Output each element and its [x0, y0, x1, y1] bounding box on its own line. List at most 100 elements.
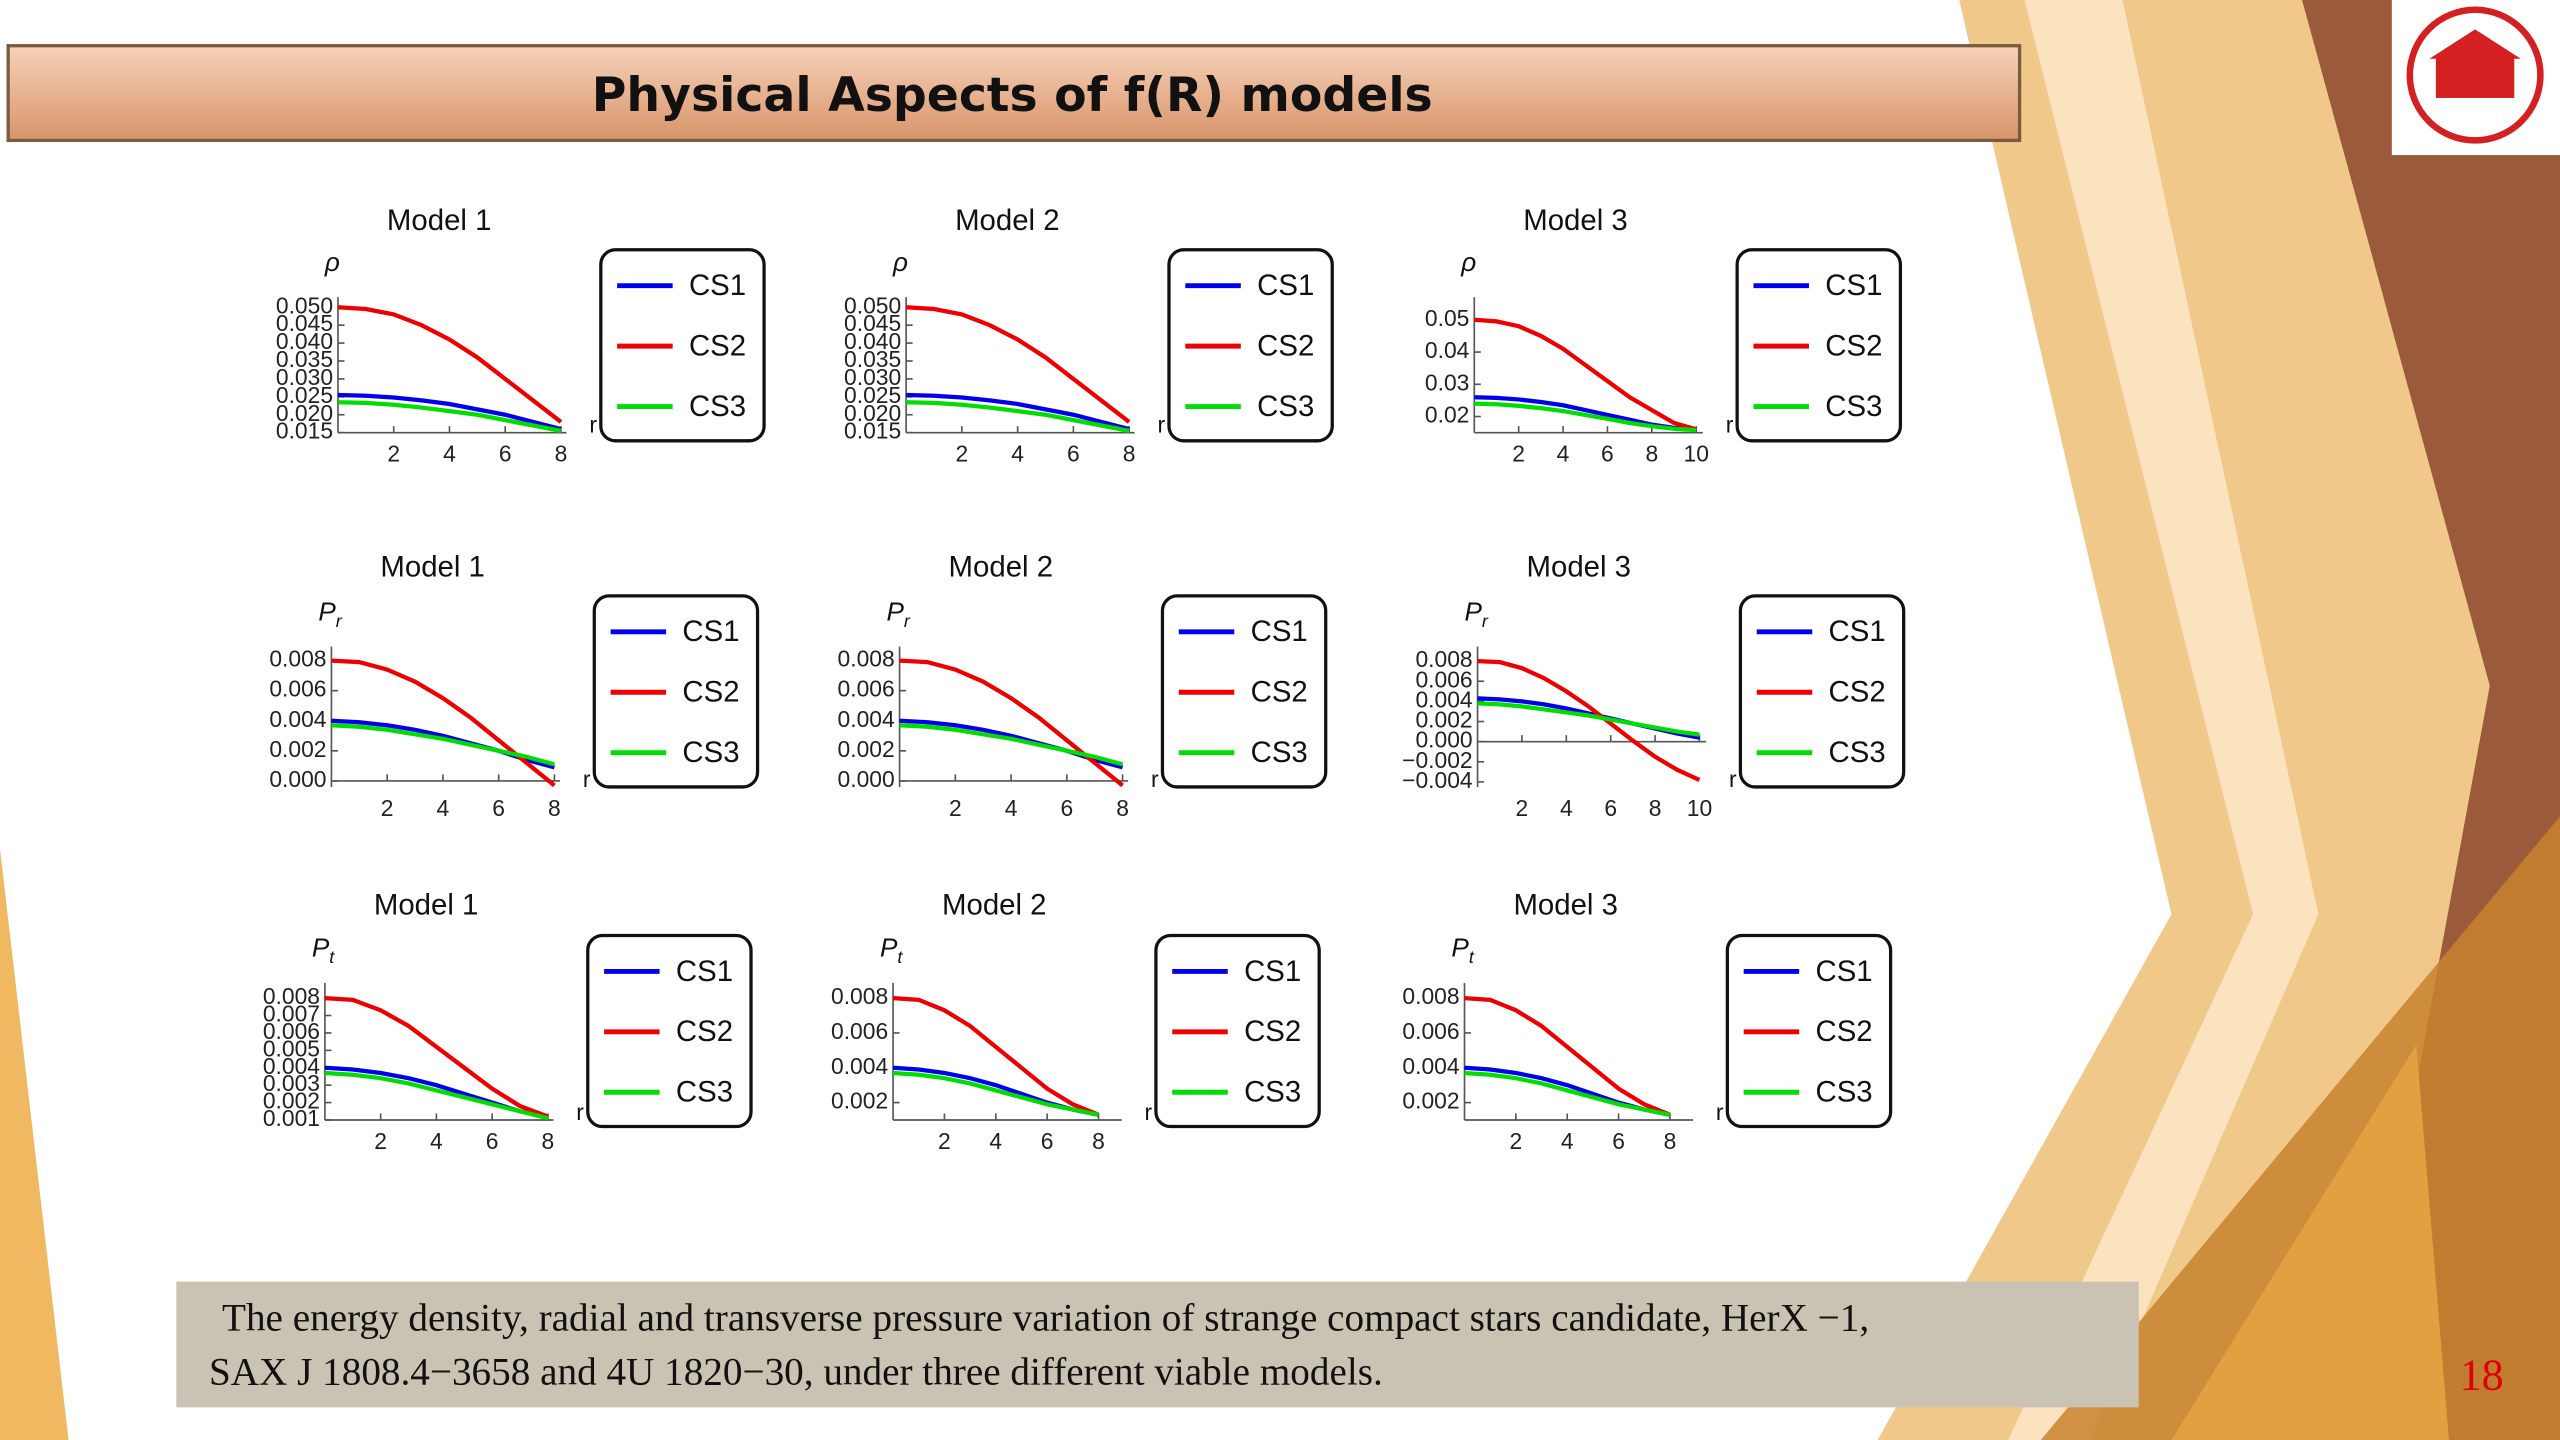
y-tick-label: 0.050 [276, 292, 333, 318]
x-axis-label: r [1158, 412, 1166, 438]
x-tick-label: 4 [1005, 795, 1018, 821]
y-tick-label: 0.004 [263, 1053, 320, 1079]
x-axis-label: r [583, 766, 591, 792]
legend-label: CS2 [1257, 330, 1314, 363]
x-tick-label: 2 [938, 1128, 951, 1154]
y-tick-label: 0.000 [838, 766, 895, 792]
y-tick-label: 0.004 [838, 706, 895, 732]
series-line [337, 305, 563, 424]
y-tick-label: 0.008 [1415, 646, 1472, 672]
legend [586, 933, 753, 1129]
y-tick-label: 0.006 [1402, 1018, 1459, 1044]
x-tick-label: 6 [1067, 441, 1080, 467]
x-tick-label: 8 [1649, 795, 1662, 821]
y-tick-label: 0.000 [269, 766, 326, 792]
y-tick-label: 0.006 [1415, 666, 1472, 692]
y-tick-label: 0.004 [1415, 686, 1472, 712]
chart-title: Model 2 [955, 204, 1060, 237]
legend [1738, 594, 1906, 789]
y-axis-label: Pr [887, 596, 911, 631]
chart-title: Model 2 [949, 550, 1054, 583]
series-line [892, 995, 1100, 1117]
y-tick-label: 0.030 [844, 364, 901, 390]
y-tick-label: 0.015 [844, 418, 901, 444]
x-tick-label: 8 [1092, 1128, 1105, 1154]
x-tick-label: 6 [1601, 441, 1614, 467]
y-axis-label: ρ [1460, 247, 1476, 277]
x-tick-label: 2 [374, 1128, 387, 1154]
y-tick-label: 0.025 [844, 382, 901, 408]
series-line [1464, 995, 1671, 1117]
y-axis-label: ρ [892, 247, 908, 277]
y-tick-label: 0.050 [844, 292, 901, 318]
series-line [1464, 1070, 1671, 1117]
legend-label: CS1 [1244, 955, 1301, 988]
y-axis-label: ρ [324, 247, 340, 277]
chart-title: Model 3 [1523, 204, 1628, 237]
x-tick-label: 6 [499, 441, 512, 467]
legend-label: CS3 [1825, 390, 1882, 423]
legend-label: CS3 [682, 736, 739, 769]
y-axis-label: Pt [1451, 933, 1474, 968]
x-tick-label: 8 [1645, 441, 1658, 467]
legend [599, 248, 766, 443]
y-tick-label: 0.000 [1415, 727, 1472, 753]
x-tick-label: 4 [443, 441, 456, 467]
caption-line: SAX J 1808.4−3658 and 4U 1820−30, under … [209, 1350, 1383, 1393]
legend [1167, 248, 1334, 443]
x-tick-label: 8 [542, 1128, 555, 1154]
x-tick-label: 2 [949, 795, 962, 821]
decoration [2008, 0, 2319, 1440]
x-tick-label: 6 [1604, 795, 1617, 821]
y-axis-label: ρ [324, 247, 340, 277]
series-line [1474, 401, 1697, 433]
x-tick-label: 10 [1687, 795, 1712, 821]
y-tick-label: 0.004 [831, 1053, 888, 1079]
y-tick-label: 0.005 [263, 1035, 320, 1061]
legend-label: CS2 [682, 676, 739, 709]
y-axis-label: P [887, 596, 905, 626]
legend-label: CS1 [1829, 615, 1886, 648]
series-line [337, 392, 562, 432]
x-tick-label: 2 [956, 441, 969, 467]
page-number: 18 [2460, 1350, 2504, 1399]
legend-label: CS1 [682, 615, 739, 648]
y-axis-label-sub: r [904, 611, 911, 631]
chart-title: Model 2 [942, 888, 1047, 921]
x-axis-label: r [589, 412, 597, 438]
series-line [892, 1070, 1099, 1117]
y-tick-label: 0.045 [844, 310, 901, 336]
y-axis-label-sub: t [897, 947, 903, 967]
title-bar [6, 44, 2022, 143]
y-tick-label: 0.003 [263, 1070, 320, 1096]
y-tick-label: 0.008 [1402, 983, 1459, 1009]
series-line [906, 392, 1130, 432]
y-tick-label: 0.006 [263, 1018, 320, 1044]
y-axis-label: Pr [318, 596, 342, 631]
y-axis-label: P [1451, 933, 1469, 963]
y-tick-label: 0.05 [1425, 305, 1469, 331]
x-tick-label: 4 [1561, 1128, 1574, 1154]
y-tick-label: 0.002 [263, 1088, 320, 1114]
x-tick-label: 6 [492, 795, 505, 821]
x-tick-label: 4 [1557, 441, 1570, 467]
legend [592, 594, 760, 789]
y-axis-label: Pt [312, 933, 335, 968]
slide-title: Physical Aspects of f(R) models [592, 68, 1433, 123]
y-tick-label: 0.002 [831, 1088, 888, 1114]
y-tick-label: 0.004 [269, 706, 326, 732]
x-tick-label: 4 [1560, 795, 1573, 821]
caption-box [176, 1281, 2139, 1408]
y-axis-label: ρ [892, 247, 908, 277]
legend-label: CS3 [1244, 1076, 1301, 1109]
x-tick-label: 4 [989, 1128, 1002, 1154]
x-axis-label: r [1151, 766, 1159, 792]
y-axis-label-sub: t [329, 947, 335, 967]
y-tick-label: 0.002 [1402, 1088, 1459, 1114]
y-tick-label: 0.04 [1425, 337, 1470, 363]
x-tick-label: 10 [1683, 441, 1708, 467]
x-tick-label: 8 [1116, 795, 1129, 821]
y-tick-label: 0.002 [1415, 707, 1472, 733]
y-tick-label: 0.008 [831, 983, 888, 1009]
y-tick-label: 0.040 [276, 328, 333, 354]
